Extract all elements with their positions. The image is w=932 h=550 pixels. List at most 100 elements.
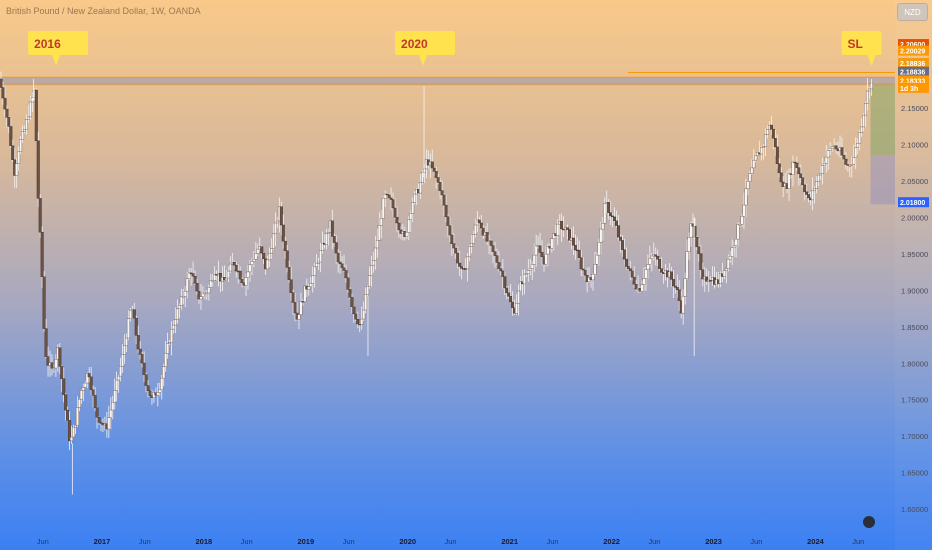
x-tick-label: Jun xyxy=(343,537,355,546)
price-tag-stop: 2.20600 xyxy=(900,42,925,49)
candle-body xyxy=(546,246,550,255)
candle-body xyxy=(9,126,13,147)
price-tag-stop-bg xyxy=(898,39,929,50)
candle-body xyxy=(81,387,85,391)
candle-body xyxy=(824,156,828,164)
candle-body xyxy=(107,417,111,430)
candle-body xyxy=(489,240,493,246)
candle-body xyxy=(7,117,11,127)
candle-body xyxy=(234,264,238,272)
candle-body xyxy=(271,233,275,249)
candle-body xyxy=(238,270,242,280)
candle-body xyxy=(293,302,297,314)
candle-body xyxy=(485,232,489,242)
candle-body xyxy=(673,285,677,288)
candle-body xyxy=(858,132,862,144)
candle-body xyxy=(226,270,230,279)
candle-body xyxy=(522,273,526,285)
candle-body xyxy=(119,366,123,377)
candle-body xyxy=(577,250,581,258)
candle-body xyxy=(432,167,436,172)
price-tag-current-bg xyxy=(898,75,929,86)
candle-body xyxy=(450,234,454,244)
candle-body xyxy=(748,173,752,182)
candle-body xyxy=(117,375,121,381)
candle-body xyxy=(352,306,356,315)
candle-body xyxy=(164,353,168,368)
candle-body xyxy=(273,222,277,235)
candle-body xyxy=(411,202,415,214)
y-tick-label: 1.70000 xyxy=(901,432,928,441)
y-tick-label: 2.05000 xyxy=(901,177,928,186)
candle-body xyxy=(381,198,385,219)
candle-body xyxy=(738,223,742,226)
candle-body xyxy=(297,314,301,320)
price-tag-current: 2.18333 xyxy=(900,78,925,85)
candle-body xyxy=(571,237,575,246)
candle-body xyxy=(397,222,401,231)
candle-body xyxy=(256,248,260,254)
candle-body xyxy=(419,182,423,194)
candle-body xyxy=(777,163,781,174)
candle-body xyxy=(383,193,387,199)
candle-body xyxy=(697,246,701,254)
candle-body xyxy=(66,409,70,421)
candle-body xyxy=(469,242,473,247)
currency-badge[interactable]: NZD xyxy=(897,3,928,21)
candle-body xyxy=(736,224,740,240)
candle-body xyxy=(867,88,871,92)
candle-body xyxy=(407,219,411,233)
candle-body xyxy=(630,270,634,278)
candle-body xyxy=(193,276,197,284)
candle-body xyxy=(122,345,126,355)
annotation-pointer xyxy=(52,55,61,66)
x-tick-label: Jun xyxy=(852,537,864,546)
candle-body xyxy=(760,147,764,155)
candle-body xyxy=(83,382,87,388)
candle-body xyxy=(595,254,599,265)
candle-body xyxy=(844,158,848,165)
candle-body xyxy=(23,129,27,132)
candle-body xyxy=(170,328,174,343)
candle-body xyxy=(228,263,232,272)
candle-body xyxy=(642,278,646,285)
candle-body xyxy=(46,356,50,366)
candle-body xyxy=(162,366,166,379)
candle-body xyxy=(846,164,850,166)
chart-title: British Pound / New Zealand Dollar, 1W, … xyxy=(6,6,201,16)
candle-body xyxy=(146,385,150,391)
candle-body xyxy=(458,262,462,267)
candle-body xyxy=(573,244,577,251)
candle-body xyxy=(113,390,117,403)
candle-body xyxy=(166,343,170,354)
candle-body xyxy=(40,231,44,277)
candle-body xyxy=(344,270,348,279)
candle-body xyxy=(813,188,817,191)
price-tag-resistance-bg xyxy=(898,66,929,77)
candle-body xyxy=(787,173,791,189)
x-tick-label: Jun xyxy=(445,537,457,546)
candle-body xyxy=(44,328,48,357)
annotation-box xyxy=(395,31,456,55)
candle-body xyxy=(369,264,373,276)
candle-body xyxy=(72,426,76,438)
candle-body xyxy=(685,251,689,279)
candle-body xyxy=(201,292,205,297)
candle-body xyxy=(626,266,630,269)
candle-body xyxy=(773,138,777,148)
candle-body xyxy=(70,436,74,442)
candle-body xyxy=(211,280,215,282)
candle-body xyxy=(442,194,446,206)
candle-body xyxy=(646,264,650,270)
candle-body xyxy=(615,220,619,226)
candle-body xyxy=(765,129,769,135)
candle-body xyxy=(515,302,519,314)
candle-body xyxy=(1,87,5,99)
candle-body xyxy=(654,254,658,257)
candle-body xyxy=(313,266,317,277)
candle-body xyxy=(350,297,354,307)
candle-body xyxy=(254,253,258,260)
candle-body xyxy=(244,277,248,286)
candle-body xyxy=(440,190,444,196)
